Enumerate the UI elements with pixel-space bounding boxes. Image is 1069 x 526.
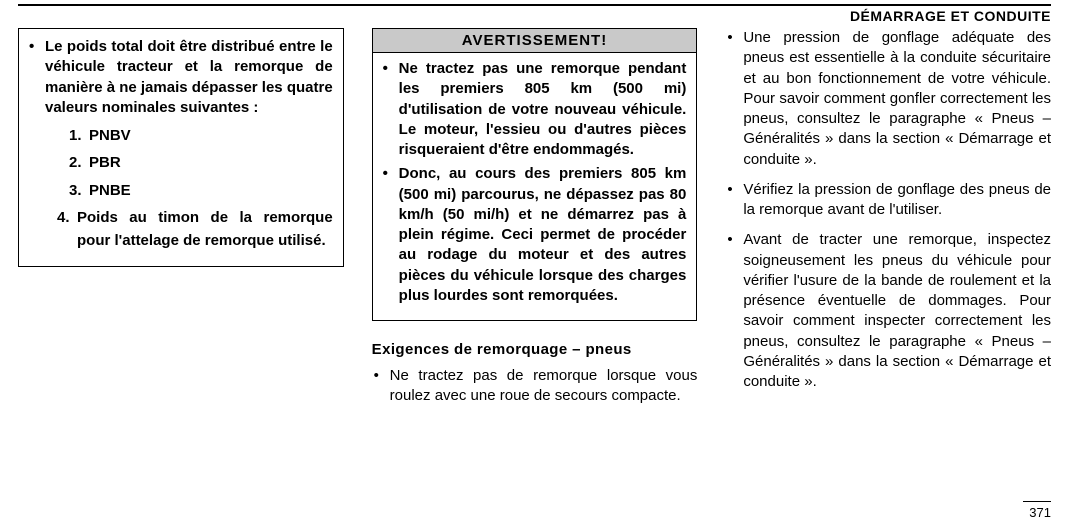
weight-intro-list: Le poids total doit être distribué entre… — [29, 37, 333, 252]
columns: Le poids total doit être distribué entre… — [18, 28, 1051, 417]
caution-box: AVERTISSEMENT! Ne tractez pas une remorq… — [372, 28, 698, 321]
weight-item-4: 4. Poids au timon de la remorque pour l'a… — [57, 206, 333, 253]
page-number-rule — [1023, 501, 1051, 502]
num-2: 2. — [69, 151, 82, 174]
column-1: Le poids total doit être distribué entre… — [18, 28, 344, 417]
num-4: 4. — [57, 206, 70, 229]
caution-item-2: Donc, au cours des premiers 805 km (500 … — [383, 164, 687, 306]
column-2: AVERTISSEMENT! Ne tractez pas une remorq… — [372, 28, 698, 417]
page-number: 371 — [1029, 505, 1051, 520]
column-3: Une pression de gonflage adéquate des pn… — [725, 28, 1051, 417]
col3-bullet-2: Vérifiez la pression de gonflage des pne… — [725, 180, 1051, 221]
col2-bullet-1: Ne tractez pas de remorque lorsque vous … — [372, 366, 698, 407]
tires-heading: Exigences de remorquage – pneus — [372, 341, 698, 358]
caution-item-1: Ne tractez pas une remorque pen­dant les… — [383, 59, 687, 160]
weight-intro-text: Le poids total doit être distribué entre… — [45, 38, 333, 116]
val-3: PNBE — [89, 182, 131, 199]
num-1: 1. — [69, 124, 82, 147]
val-2: PBR — [89, 154, 121, 171]
col3-bullet-3: Avant de tracter une remorque, ins­pecte… — [725, 230, 1051, 392]
col3-bullets: Une pression de gonflage adéquate des pn… — [725, 28, 1051, 392]
caution-title: AVERTISSEMENT! — [373, 29, 697, 53]
caution-list: Ne tractez pas une remorque pen­dant les… — [383, 59, 687, 306]
val-4: Poids au timon de la remorque pour l'att… — [77, 209, 333, 249]
weight-item-3: 3. PNBE — [69, 179, 333, 202]
header-rule — [18, 4, 1051, 6]
num-3: 3. — [69, 179, 82, 202]
page: DÉMARRAGE ET CONDUITE Le poids total doi… — [0, 0, 1069, 526]
val-1: PNBV — [89, 127, 131, 144]
col3-bullet-1: Une pression de gonflage adéquate des pn… — [725, 28, 1051, 170]
weight-item-2: 2. PBR — [69, 151, 333, 174]
weight-values: 1.PNBV 2.PBR 3.PNBE 4.Poids au timon de … — [69, 124, 333, 252]
weight-box: Le poids total doit être distribué entre… — [18, 28, 344, 267]
weight-item-1: 1. PNBV — [69, 124, 333, 147]
section-header: DÉMARRAGE ET CONDUITE — [850, 8, 1051, 24]
weight-intro: Le poids total doit être distribué entre… — [29, 37, 333, 252]
col2-bullets: Ne tractez pas de remorque lorsque vous … — [372, 366, 698, 407]
